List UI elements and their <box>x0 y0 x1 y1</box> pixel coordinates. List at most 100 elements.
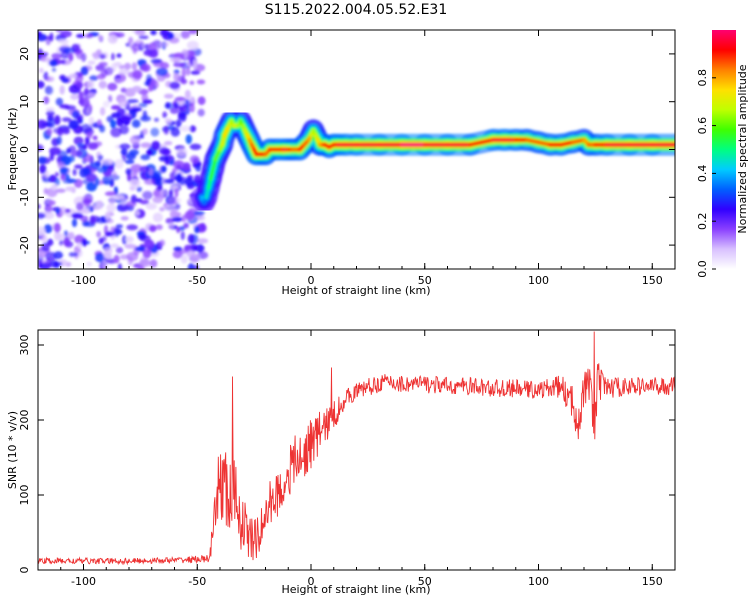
spectrogram-noise-blob <box>197 108 205 117</box>
spectrogram-noise-blob <box>60 174 66 181</box>
spectrogram-noise-blob <box>140 142 152 148</box>
spectrogram-noise-blob <box>129 178 141 188</box>
spectrogram-noise-blob <box>150 127 160 137</box>
spectrogram-noise-blob <box>38 67 44 74</box>
spectrogram-noise-blob <box>76 81 84 89</box>
spectrogram-noise-blob <box>195 164 202 172</box>
spectrogram-x-tick-label: -50 <box>188 274 206 287</box>
spectrogram-noise-blob <box>43 224 53 234</box>
spectrogram-ridge <box>190 109 675 214</box>
spectrogram-plot-area <box>38 30 675 269</box>
spectrogram-noise-blob <box>156 67 168 77</box>
spectrogram-noise-blob <box>196 79 206 85</box>
spectrogram-noise-blob <box>77 116 83 124</box>
spectrogram-noise-blob <box>130 107 143 112</box>
spectrogram-x-ticks: -100 -50 0 50 100 150 <box>37 30 676 287</box>
spectrogram-noise-blob <box>151 170 162 178</box>
spectrogram-noise-blob <box>76 242 83 250</box>
spectrogram-noise-blob <box>142 248 152 259</box>
snr-x-tick-label: 100 <box>528 575 549 588</box>
spectrogram-noise-blob <box>97 154 104 161</box>
spectrogram-noise-blob <box>46 128 53 136</box>
spectrogram-noise-blob <box>161 165 167 173</box>
snr-y-tick-label: 0 <box>18 567 31 574</box>
spectrogram-noise-blob <box>83 167 92 176</box>
snr-series-line <box>38 331 675 566</box>
spectrogram-noise-blob <box>41 233 48 243</box>
snr-panel: -100 -50 0 50 100 150 0 100 200 300 Height of st… <box>6 329 676 596</box>
spectrogram-noise-blob <box>64 105 77 111</box>
spectrogram-noise-blob <box>74 164 83 169</box>
spectrogram-noise-blob <box>99 107 106 116</box>
colorbar-tick-label: 0.0 <box>696 260 709 278</box>
spectrogram-noise-blob <box>180 254 188 264</box>
spectrogram-noise-blob <box>46 187 58 198</box>
spectrogram-noise-blob <box>156 74 166 82</box>
spectrogram-noise-blob <box>189 143 202 150</box>
spectrogram-noise-blob <box>44 85 54 95</box>
spectrogram-noise-blob <box>154 176 166 186</box>
spectrogram-noise-blob <box>63 236 71 247</box>
spectrogram-noise-blob <box>76 33 85 38</box>
spectrogram-noise-blob <box>103 247 113 255</box>
colorbar-ticks: 0.0 0.2 0.4 0.6 0.8 <box>696 69 716 278</box>
spectrogram-noise-blob <box>134 246 146 252</box>
spectrogram-noise-blob <box>108 196 116 205</box>
spectrogram-noise-blob <box>164 141 173 146</box>
figure-title: S115.2022.004.05.52.E31 <box>265 2 448 18</box>
spectrogram-noise-blob <box>159 30 170 37</box>
spectrogram-noise-blob <box>96 231 101 238</box>
spectrogram-x-tick-label: 50 <box>418 274 432 287</box>
spectrogram-noise-blob <box>146 149 154 156</box>
spectrogram-noise-blob <box>62 128 70 135</box>
spectrogram-ridge-segment <box>468 137 495 147</box>
spectrogram-noise-blob <box>91 52 101 58</box>
spectrogram-noise-blob <box>130 172 137 177</box>
spectrogram-noise-blob <box>115 224 124 229</box>
spectrogram-noise-blob <box>51 184 58 191</box>
spectrogram-noise-blob <box>70 150 83 157</box>
spectrogram-noise-blob <box>140 154 151 161</box>
spectrogram-noise-blob <box>38 80 45 89</box>
colorbar-bar <box>712 30 736 269</box>
spectrogram-noise-blob <box>142 190 153 200</box>
spectrogram-noise-blob <box>134 30 146 36</box>
snr-x-ticks: -100 -50 0 50 100 150 <box>37 330 676 588</box>
spectrogram-noise-blob <box>126 224 138 231</box>
spectrogram-noise-blob <box>54 172 60 177</box>
spectrogram-noise-blob <box>144 178 156 185</box>
spectrogram-noise-blob <box>131 62 138 71</box>
spectrogram-noise-blob <box>51 67 57 72</box>
spectrogram-noise-blob <box>164 118 173 124</box>
spectrogram-noise-blob <box>56 136 62 145</box>
spectrogram-noise-blob <box>178 107 183 117</box>
spectrogram-noise-blob <box>189 125 197 133</box>
spectrogram-noise-blob <box>186 67 191 76</box>
spectrogram-noise-blob <box>43 71 49 80</box>
snr-x-tick-label: -100 <box>71 575 96 588</box>
spectrogram-noise-blob <box>46 118 56 129</box>
spectrogram-noise-blob <box>184 177 194 187</box>
spectrogram-noise-blob <box>57 128 64 137</box>
spectrogram-noise-blob <box>121 198 126 206</box>
spectrogram-noise-blob <box>173 72 178 78</box>
spectrogram-y-axis-title: Frequency (Hz) <box>6 108 19 191</box>
spectrogram-noise-blob <box>110 127 122 138</box>
spectrogram-noise-blob <box>175 119 182 128</box>
snr-x-tick-label: 0 <box>308 575 315 588</box>
spectrogram-noise-blob <box>60 30 72 38</box>
spectrogram-noise-blob <box>55 30 63 33</box>
spectrogram-noise-blob <box>124 159 135 164</box>
spectrogram-noise-blob <box>194 225 200 234</box>
snr-x-tick-label: -50 <box>188 575 206 588</box>
spectrogram-y-tick-label: -20 <box>18 236 31 254</box>
spectrogram-noise-blob <box>99 53 106 60</box>
spectrogram-noise-blob <box>135 210 140 216</box>
spectrogram-x-tick-label: -100 <box>71 274 96 287</box>
spectrogram-noise-blob <box>87 80 95 89</box>
spectrogram-noise-blob <box>112 171 117 179</box>
spectrogram-x-tick-label: 100 <box>528 274 549 287</box>
spectrogram-noise-blob <box>56 233 66 240</box>
spectrogram-noise-blob <box>89 162 101 169</box>
